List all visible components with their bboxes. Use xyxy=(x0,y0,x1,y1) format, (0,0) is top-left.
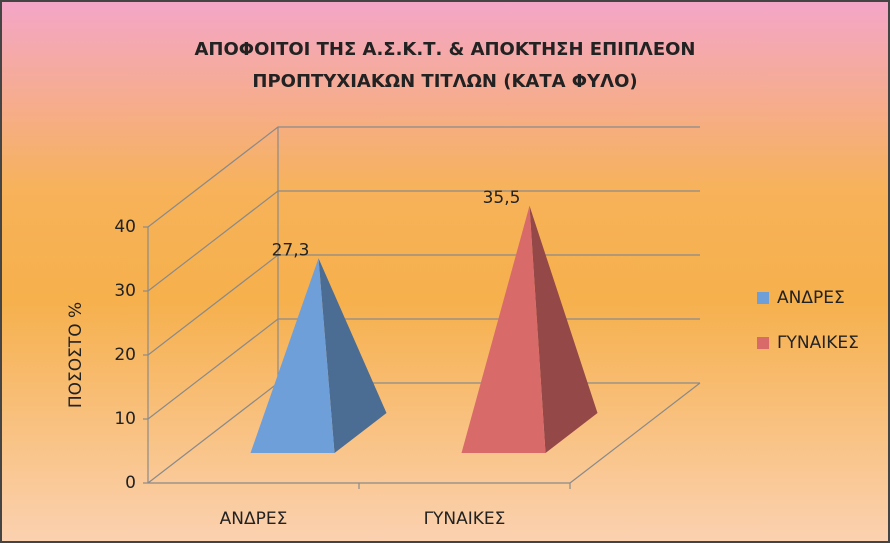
data-label: 35,5 xyxy=(483,188,521,208)
grid-line xyxy=(147,126,700,228)
legend-label: ΓΥΝΑΙΚΕΣ xyxy=(777,333,859,353)
y-tick-label: 10 xyxy=(114,409,136,429)
pyramid-side xyxy=(529,205,598,453)
pyramid xyxy=(250,258,387,453)
y-axis-label: ΠΟΣΟΣΤΟ % xyxy=(66,302,86,408)
legend-swatch xyxy=(757,337,769,349)
pyramid-front xyxy=(461,205,546,453)
y-tick-label: 0 xyxy=(125,473,136,493)
pyramid xyxy=(461,205,598,453)
legend-swatch xyxy=(757,292,769,304)
pyramid-front xyxy=(250,258,335,453)
pyramid-side xyxy=(318,258,387,453)
grid-line xyxy=(147,254,700,356)
chart-title: ΠΡΟΠΤΥΧΙΑΚΩΝ ΤΙΤΛΩΝ (ΚΑΤΑ ΦΥΛΟ) xyxy=(252,71,637,92)
x-tick-label: ΓΥΝΑΙΚΕΣ xyxy=(424,509,506,529)
legend-label: ΑΝΔΡΕΣ xyxy=(777,288,845,308)
grid-line xyxy=(147,190,700,292)
y-tick-label: 40 xyxy=(114,217,136,237)
data-label: 27,3 xyxy=(272,240,310,260)
y-tick-label: 20 xyxy=(114,345,136,365)
chart-title: ΑΠΟΦΟΙΤΟΙ ΤΗΣ Α.Σ.Κ.Τ. & ΑΠΟΚΤΗΣΗ ΕΠΙΠΛΕ… xyxy=(194,39,695,60)
y-tick-label: 30 xyxy=(114,281,136,301)
x-tick-label: ΑΝΔΡΕΣ xyxy=(220,509,288,529)
